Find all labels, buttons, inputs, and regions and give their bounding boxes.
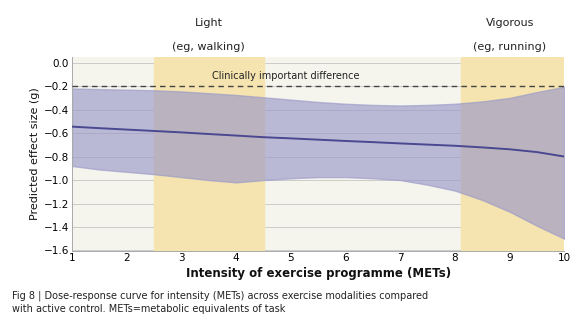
Text: (eg, walking): (eg, walking): [172, 42, 245, 52]
Bar: [154, 57, 263, 250]
Text: Fig 8 | Dose-response curve for intensity (METs) across exercise modalities comp: Fig 8 | Dose-response curve for intensit…: [12, 291, 427, 314]
X-axis label: Intensity of exercise programme (METs): Intensity of exercise programme (METs): [185, 268, 451, 281]
Text: Light: Light: [195, 18, 223, 28]
Bar: [460, 57, 564, 250]
Text: Clinically important difference: Clinically important difference: [211, 71, 359, 81]
Text: (eg, running): (eg, running): [473, 42, 546, 52]
Y-axis label: Predicted effect size (g): Predicted effect size (g): [30, 87, 40, 220]
Text: Vigorous: Vigorous: [486, 18, 534, 28]
